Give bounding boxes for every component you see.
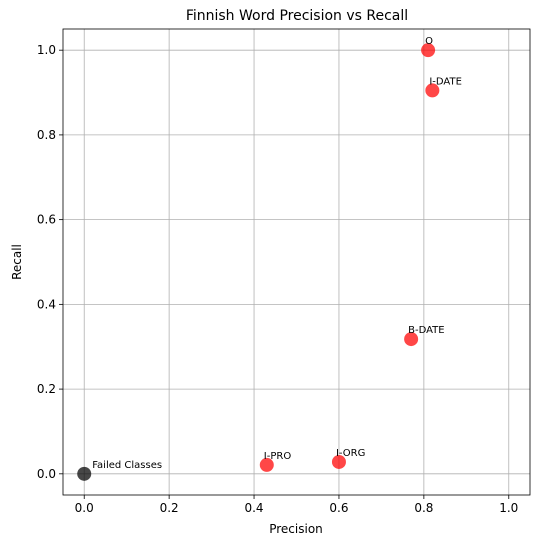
x-tick-label: 0.6 xyxy=(329,501,348,515)
data-point xyxy=(77,467,91,481)
point-label: O xyxy=(425,36,433,47)
grid xyxy=(63,29,530,495)
x-axis-label: Precision xyxy=(269,522,323,536)
point-label: I-ORG xyxy=(336,448,365,459)
y-axis-label: Recall xyxy=(10,244,24,280)
point-label: I-DATE xyxy=(429,76,462,87)
x-tick-label: 0.8 xyxy=(414,501,433,515)
y-tick-label: 0.4 xyxy=(37,297,56,311)
x-tick-label: 0.4 xyxy=(244,501,263,515)
x-tick-label: 1.0 xyxy=(499,501,518,515)
point-label: Failed Classes xyxy=(92,460,162,471)
x-axis-ticks: 0.0 0.2 0.4 0.6 0.8 1.0 xyxy=(75,495,519,515)
y-tick-label: 0.8 xyxy=(37,128,56,142)
point-label: I-PRO xyxy=(264,451,292,462)
y-axis-ticks: 0.0 0.2 0.4 0.6 0.8 1.0 xyxy=(37,43,63,481)
y-tick-label: 0.2 xyxy=(37,382,56,396)
plot-frame xyxy=(63,29,530,495)
point-labels: O I-DATE B-DATE I-ORG I-PRO Failed Classes xyxy=(92,36,462,471)
y-tick-label: 0.0 xyxy=(37,467,56,481)
y-tick-label: 0.6 xyxy=(37,213,56,227)
chart-title: Finnish Word Precision vs Recall xyxy=(186,8,408,24)
point-label: B-DATE xyxy=(408,325,444,336)
y-tick-label: 1.0 xyxy=(37,43,56,57)
data-points xyxy=(77,43,439,481)
x-tick-label: 0.0 xyxy=(75,501,94,515)
x-tick-label: 0.2 xyxy=(160,501,179,515)
